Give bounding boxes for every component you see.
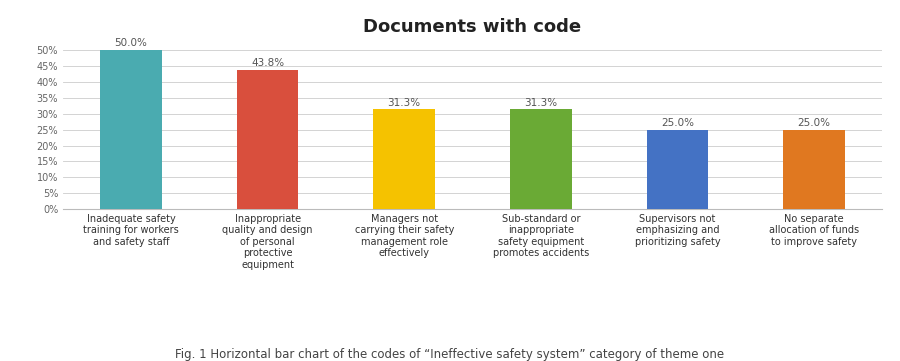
Title: Documents with code: Documents with code: [364, 18, 581, 36]
Bar: [100, 50, 162, 209]
Bar: [374, 109, 435, 209]
Text: 25.0%: 25.0%: [797, 118, 831, 128]
Bar: [783, 130, 845, 209]
Text: 50.0%: 50.0%: [114, 38, 148, 48]
Text: 31.3%: 31.3%: [388, 97, 421, 108]
Bar: [510, 109, 572, 209]
Text: 43.8%: 43.8%: [251, 58, 284, 68]
Text: 31.3%: 31.3%: [524, 97, 557, 108]
Bar: [237, 70, 298, 209]
Text: Fig. 1 Horizontal bar chart of the codes of “Ineffective safety system” category: Fig. 1 Horizontal bar chart of the codes…: [176, 348, 725, 361]
Text: 25.0%: 25.0%: [661, 118, 694, 128]
Bar: [647, 130, 708, 209]
